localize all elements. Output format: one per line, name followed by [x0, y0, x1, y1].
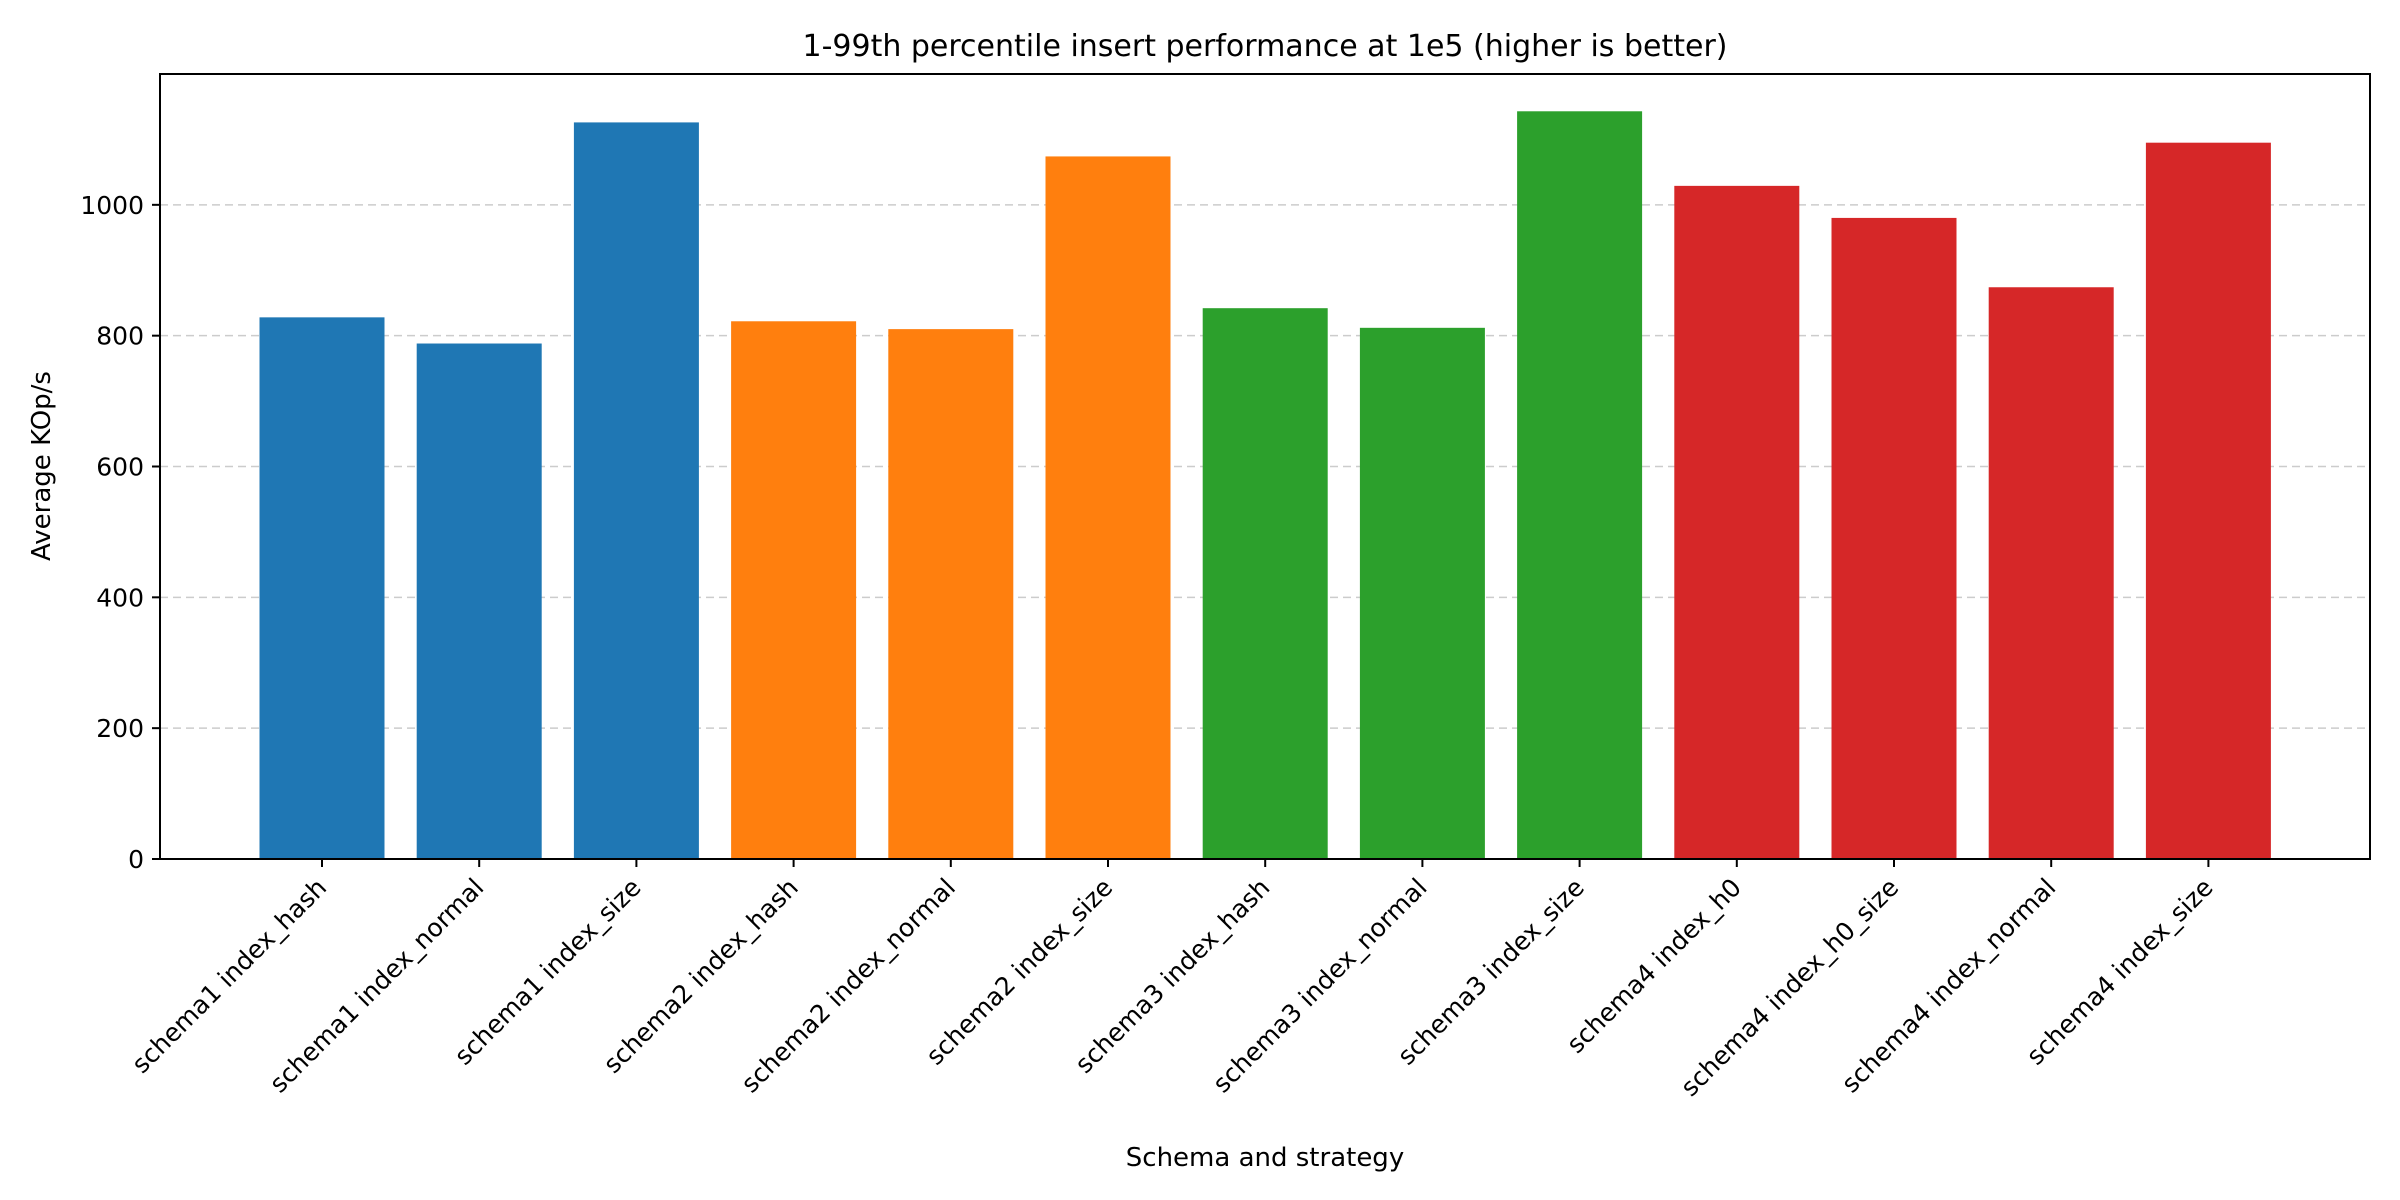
y-tick-label: 200	[96, 714, 144, 743]
bar	[731, 321, 857, 859]
chart-title: 1-99th percentile insert performance at …	[802, 29, 1727, 64]
bar	[2145, 142, 2271, 859]
bar	[1674, 185, 1800, 860]
bar	[416, 343, 542, 859]
y-tick-label: 400	[96, 583, 144, 612]
y-axis: 0 200 400 600 800 1000	[80, 191, 160, 874]
y-tick-label: 600	[96, 453, 144, 482]
bar	[1988, 287, 2114, 860]
y-tick-label: 0	[128, 845, 144, 874]
bar	[888, 329, 1014, 859]
x-tick-label: schema4 index_h0	[1561, 873, 1747, 1059]
bar	[1831, 217, 1957, 859]
bar	[1202, 308, 1328, 860]
bars	[259, 111, 2271, 860]
x-axis-label: Schema and strategy	[1126, 1143, 1404, 1173]
bar	[573, 122, 699, 860]
bar	[1045, 156, 1171, 860]
y-tick-label: 1000	[80, 191, 144, 220]
bar	[1517, 111, 1643, 860]
y-tick-label: 800	[96, 322, 144, 351]
bar	[259, 317, 385, 860]
bar	[1359, 327, 1485, 860]
y-axis-label: Average KOp/s	[27, 371, 57, 561]
